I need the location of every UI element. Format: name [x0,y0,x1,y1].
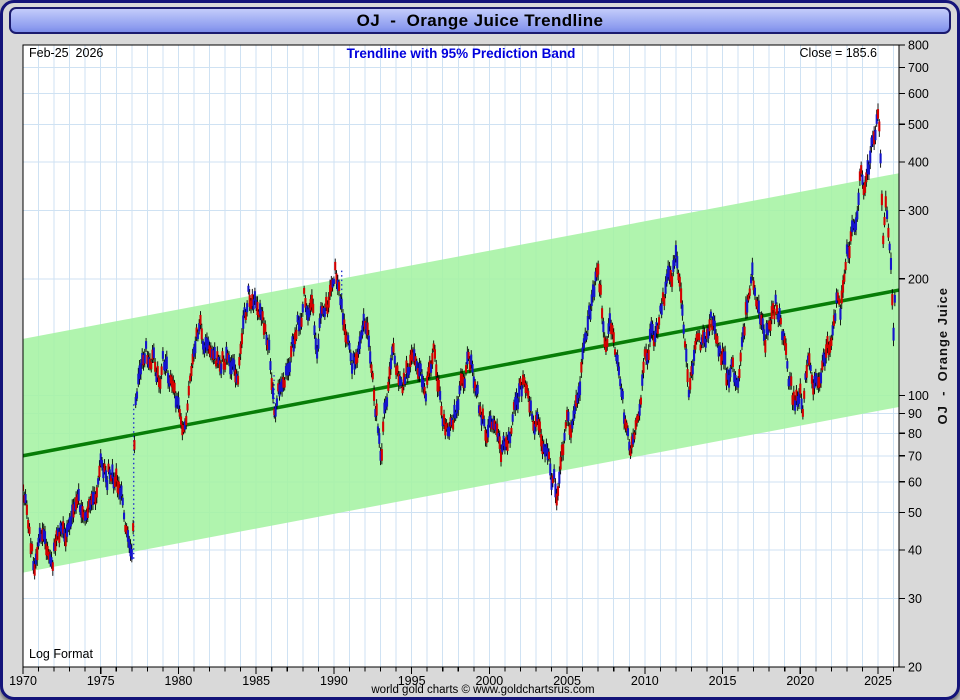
y-tick-label: 300 [908,204,929,218]
page-title: OJ - Orange Juice Trendline [356,10,604,30]
x-tick-label: 2005 [553,674,581,688]
y-tick-label: 30 [908,592,922,606]
y-tick-label: 50 [908,506,922,520]
x-tick-label: 2010 [631,674,659,688]
log-format-label: Log Format [29,647,93,661]
y-tick-label: 40 [908,544,922,558]
y-tick-label: 100 [908,389,929,403]
y-axis-title-text: OJ - Orange Juice [934,287,950,425]
y-tick-label: 60 [908,475,922,489]
y-tick-label: 200 [908,272,929,286]
price-bars [23,103,896,580]
x-tick-label: 2025 [864,674,892,688]
x-tick-label: 1990 [320,674,348,688]
chart-subtitle: Trendline with 95% Prediction Band [346,46,576,61]
y-tick-label: 400 [908,155,929,169]
y-tick-label: 700 [908,61,929,75]
y-tick-label: 90 [908,407,922,421]
y-tick-label: 800 [908,39,929,53]
y-axis-title: OJ - Orange Juice [930,45,954,667]
chart-date-label: Feb-25 2026 [29,46,104,60]
x-tick-label: 1975 [87,674,115,688]
x-tick-label: 2015 [709,674,737,688]
y-tick-label: 80 [908,427,922,441]
x-tick-label: 1970 [9,674,37,688]
y-tick-label: 500 [908,118,929,132]
x-axis: 1970 1975 1980 1985 1990 1995 2000 2005 2010 2015… [9,667,895,688]
y-tick-label: 70 [908,449,922,463]
x-tick-label: 1995 [398,674,426,688]
y-axis: 800 700 600 500 400 300 200 100 90 80 70 60 50 40 30 20 [899,39,929,675]
x-tick-label: 2020 [786,674,814,688]
x-tick-label: 2000 [475,674,503,688]
y-tick-label: 600 [908,87,929,101]
plot-border [22,44,900,668]
y-tick-label: 20 [908,661,922,675]
copyright-credit: world gold charts © www.goldchartsrus.co… [371,684,595,696]
x-tick-label: 1985 [242,674,270,688]
x-tick-label: 1980 [165,674,193,688]
price-chart: 800 700 600 500 400 300 200 100 90 80 70 60 50 40 30 20… [9,39,929,689]
title-bar: OJ - Orange Juice Trendline [9,7,951,34]
close-value-label: Close = 185.6 [799,46,877,60]
